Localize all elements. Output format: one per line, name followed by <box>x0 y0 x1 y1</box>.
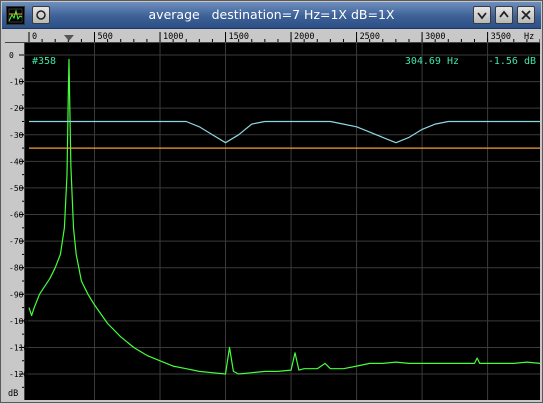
y-tick-label: -40 <box>9 157 24 166</box>
y-tick-label: -20 <box>9 104 24 113</box>
y-tick-label: -80 <box>9 264 24 273</box>
close-button[interactable] <box>517 6 535 24</box>
x-unit-label: Hz <box>524 32 534 42</box>
cursor-marker-icon[interactable] <box>63 35 74 41</box>
y-tick-label: -70 <box>9 237 24 246</box>
readout-level: -1.56 dB <box>488 56 536 67</box>
maximize-icon <box>499 10 509 18</box>
spectrum-app-icon[interactable] <box>6 6 25 25</box>
title-bar[interactable]: average destination=7 Hz=1X dB=1X <box>2 2 541 29</box>
window-menu-icon <box>36 10 46 20</box>
x-tick-label: 3000 <box>425 32 445 42</box>
x-tick-label: 1500 <box>229 32 249 42</box>
ruler-ticks <box>19 32 541 388</box>
x-tick-labels: 0 500 1000 1500 2000 2500 3000 3500 <box>32 32 511 42</box>
trace-lines <box>28 58 541 375</box>
grid <box>25 43 540 400</box>
minimize-icon <box>477 12 487 20</box>
minimize-button[interactable] <box>473 6 491 24</box>
level-ruler[interactable] <box>5 43 25 400</box>
average-trace <box>29 120 540 144</box>
window-title: average destination=7 Hz=1X dB=1X <box>148 7 395 22</box>
frequency-ruler[interactable] <box>5 29 540 43</box>
y-tick-label: -120 <box>9 370 28 379</box>
maximize-button[interactable] <box>495 6 513 24</box>
x-tick-label: 2500 <box>360 32 380 42</box>
close-icon <box>521 10 531 20</box>
y-tick-label: 0 <box>9 51 14 60</box>
y-tick-label: -50 <box>9 184 24 193</box>
y-tick-label: -10 <box>9 78 24 87</box>
x-tick-label: 2000 <box>294 32 314 42</box>
y-tick-label: -30 <box>9 131 24 140</box>
plot-area[interactable] <box>25 43 540 400</box>
spectrum-display[interactable]: 0 500 1000 1500 2000 2500 3000 3500 0 -10 -20 -30 -… <box>5 29 541 400</box>
x-tick-label: 3500 <box>491 32 511 42</box>
x-tick-label: 1000 <box>163 32 183 42</box>
y-tick-label: -110 <box>9 343 28 352</box>
x-tick-label: 500 <box>98 32 113 42</box>
x-tick-label: 0 <box>32 32 37 42</box>
spectrum-plot[interactable]: 0 500 1000 1500 2000 2500 3000 3500 0 -10 -20 -30 -… <box>5 29 541 400</box>
y-tick-label: -90 <box>9 290 24 299</box>
y-tick-labels: 0 -10 -20 -30 -40 -50 -60 -70 -80 -90 -100 -110 -120 <box>9 51 28 379</box>
y-tick-label: -100 <box>9 317 28 326</box>
readout-frequency: 304.69 Hz <box>405 56 459 67</box>
y-unit-label: dB <box>8 389 18 399</box>
window-menu-button[interactable] <box>32 6 50 24</box>
y-tick-label: -60 <box>9 211 24 220</box>
readout-bin: #358 <box>32 56 56 67</box>
